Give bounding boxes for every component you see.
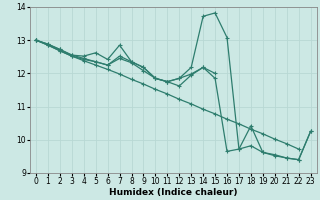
X-axis label: Humidex (Indice chaleur): Humidex (Indice chaleur) <box>109 188 237 197</box>
